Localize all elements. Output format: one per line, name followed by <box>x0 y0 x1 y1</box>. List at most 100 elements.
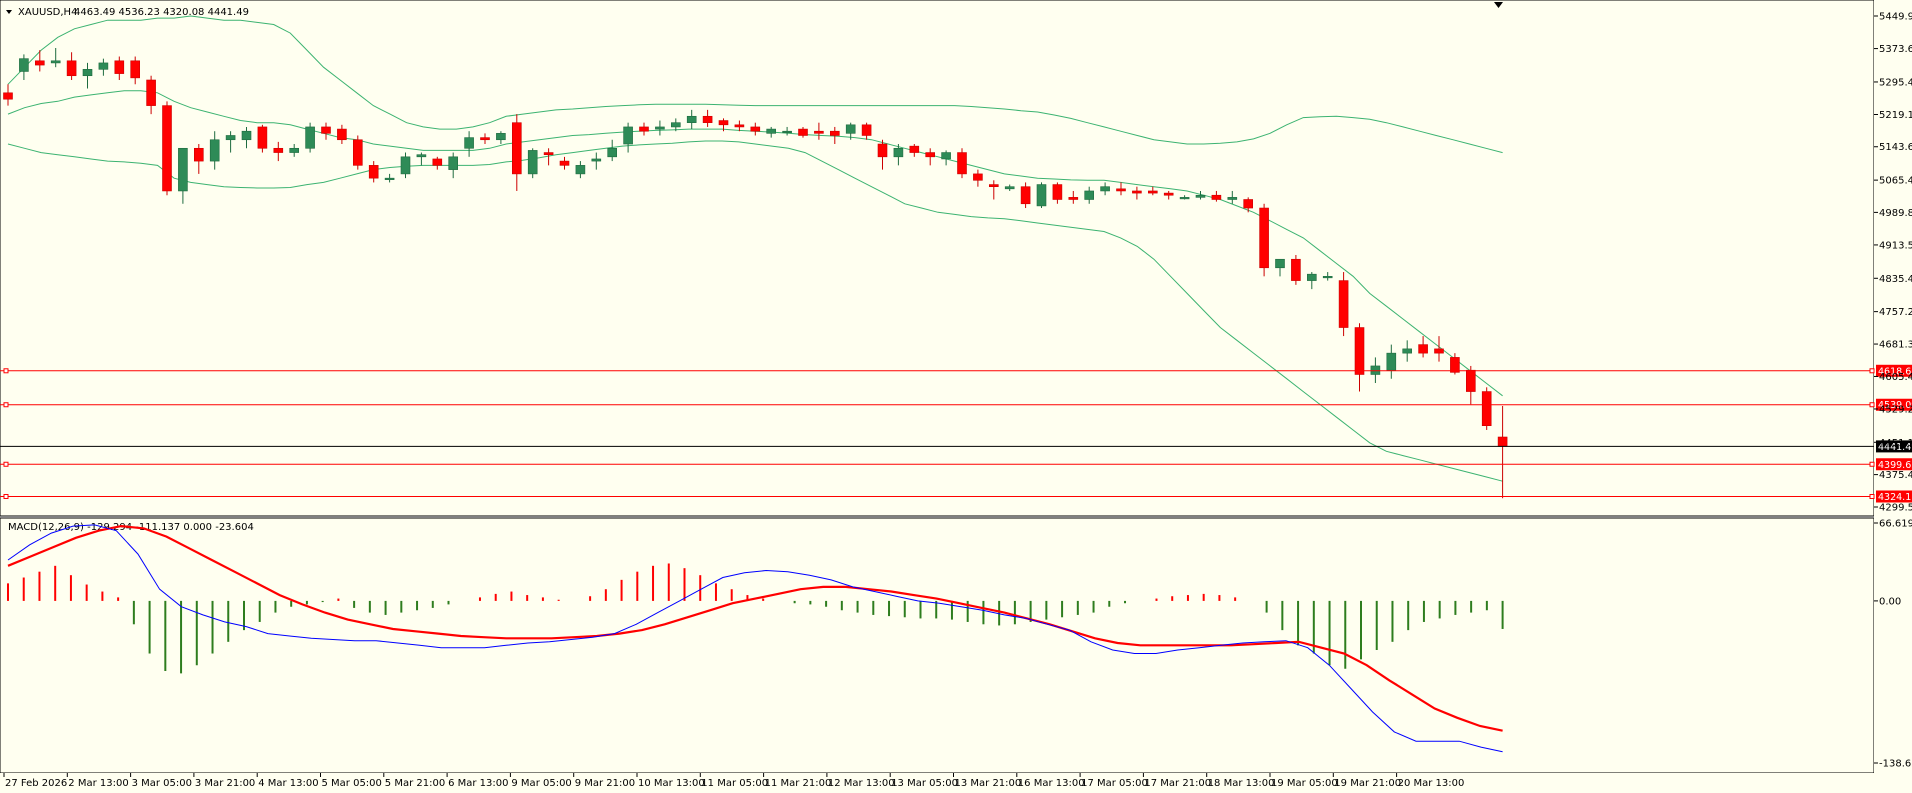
candle-body <box>1338 280 1349 328</box>
candle-body <box>82 69 93 77</box>
level-tag <box>1876 458 1912 471</box>
price-tick-label: 4989.80 <box>1879 208 1912 219</box>
candle-body <box>1275 258 1285 269</box>
time-tick-label: 12 Mar 13:00 <box>828 778 895 789</box>
candle-body <box>1116 188 1126 192</box>
macd-tick-label: 66.619 <box>1879 519 1912 530</box>
candle-body <box>877 143 888 158</box>
level-tag <box>1876 364 1912 377</box>
candle-body <box>305 126 315 149</box>
candle-body <box>543 152 554 155</box>
time-tick-label: 16 Mar 13:00 <box>1018 778 1085 789</box>
candle-body <box>845 124 856 134</box>
candle-body <box>162 105 172 192</box>
candle-body <box>925 152 936 158</box>
time-axis[interactable] <box>0 773 1912 793</box>
time-tick-label: 3 Mar 05:00 <box>132 778 192 789</box>
price-tick-label: 5295.40 <box>1879 77 1912 88</box>
level-handle <box>1869 402 1875 408</box>
candle-body <box>146 79 156 106</box>
candle-body <box>1052 184 1063 200</box>
candle-body <box>352 139 363 166</box>
candle-body <box>861 124 872 136</box>
candle-body <box>432 158 443 166</box>
candle-body <box>1084 190 1094 200</box>
time-tick-label: 20 Mar 13:00 <box>1398 778 1465 789</box>
candle-body <box>1450 357 1460 373</box>
candle-body <box>639 126 649 132</box>
candle-body <box>591 158 602 162</box>
candle-body <box>1402 348 1412 354</box>
macd-tick-label: -138.623 <box>1879 759 1912 770</box>
candle-body <box>225 135 236 141</box>
candle-body <box>1004 186 1015 190</box>
price-levels[interactable]: 4618.66 4539.09 4399.65 4324.11 4441.49 <box>0 364 1912 503</box>
candle-body <box>321 126 331 134</box>
macd-tick-label: 0.00 <box>1879 596 1901 607</box>
candle-body <box>988 184 999 187</box>
candle-body <box>1132 190 1142 194</box>
candle-body <box>1179 197 1190 200</box>
candle-body <box>766 128 777 134</box>
time-tick-label: 17 Mar 05:00 <box>1081 778 1148 789</box>
band-lower-line <box>7 140 1503 482</box>
time-tick-label: 27 Feb 2026 <box>5 778 67 789</box>
time-tick-label: 9 Mar 05:00 <box>511 778 571 789</box>
current-price-label: 4441.49 <box>1878 442 1912 453</box>
band-upper-line <box>7 15 1503 154</box>
candle-body <box>1386 352 1397 371</box>
candle-body <box>909 145 920 153</box>
price-tick-label: 5219.15 <box>1879 110 1912 121</box>
price-axis[interactable] <box>1874 0 1912 793</box>
macd-indicator: 66.619 0.00 -138.623 <box>7 519 1912 770</box>
time-tick-label: 10 Mar 13:00 <box>638 778 705 789</box>
candle-body <box>1466 369 1476 392</box>
candle-body <box>480 137 490 141</box>
candle-body <box>973 173 983 181</box>
time-tick-label: 9 Mar 21:00 <box>575 778 635 789</box>
level-tag <box>1876 490 1912 503</box>
candle-body <box>1227 197 1238 200</box>
price-panel[interactable] <box>0 0 1875 517</box>
candle-body <box>1322 276 1333 279</box>
price-tick-label: 4375.40 <box>1879 470 1912 481</box>
candle-body <box>130 60 140 79</box>
candle-body <box>527 150 538 175</box>
candle-body <box>607 147 618 158</box>
candle-body <box>798 128 808 136</box>
candle-body <box>400 156 411 175</box>
menu-triangle-icon[interactable] <box>6 10 12 14</box>
time-tick-label: 17 Mar 21:00 <box>1144 778 1211 789</box>
candle-body <box>1497 436 1508 447</box>
price-tick-label: 4757.25 <box>1879 307 1912 318</box>
level-tag-label: 4324.11 <box>1878 492 1912 503</box>
candle-body <box>1243 199 1253 209</box>
candle-body <box>559 160 570 166</box>
time-tick-label: 11 Mar 05:00 <box>701 778 768 789</box>
candle-body <box>734 124 745 128</box>
candle-body <box>66 60 77 77</box>
time-tick-label: 19 Mar 21:00 <box>1334 778 1401 789</box>
candle-body <box>273 147 284 153</box>
candle-body <box>1036 184 1047 207</box>
macd-panel[interactable] <box>0 517 1875 774</box>
price-tick-label: 4451.15 <box>1879 438 1912 449</box>
time-tick-label: 13 Mar 21:00 <box>955 778 1022 789</box>
candle-body <box>829 130 840 136</box>
candle-body <box>1370 365 1381 375</box>
candle-body <box>257 126 268 149</box>
candle-body <box>655 126 665 130</box>
candle-body <box>1307 273 1317 281</box>
level-handle <box>3 493 9 499</box>
candle-body <box>34 60 45 66</box>
shift-marker-icon[interactable] <box>1494 2 1503 8</box>
candle-body <box>1291 258 1301 281</box>
candle-body <box>957 152 967 175</box>
candle-body <box>1434 348 1444 354</box>
level-tag-label: 4539.09 <box>1878 400 1912 411</box>
candle-body <box>670 122 681 128</box>
candle-body <box>209 139 220 162</box>
candle-body <box>686 115 697 123</box>
time-tick-label: 18 Mar 13:00 <box>1208 778 1275 789</box>
